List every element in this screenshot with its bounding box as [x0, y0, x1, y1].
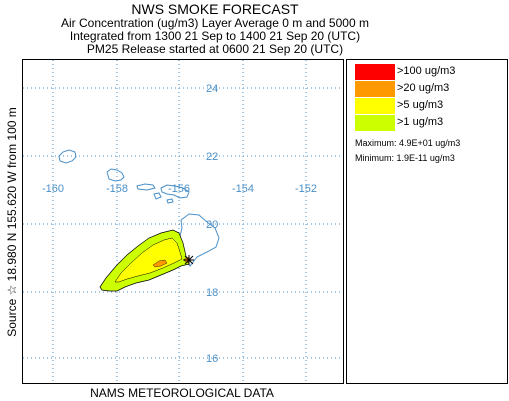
- lat-label-20: 20: [206, 219, 218, 231]
- max-concentration: Maximum: 4.9E+01 ug/m3: [355, 138, 461, 148]
- legend-label-5: >5 ug/m3: [397, 99, 444, 111]
- lon-label-156: -156: [168, 183, 190, 195]
- legend-label-1: >1 ug/m3: [397, 116, 444, 128]
- integration-subtitle: Integrated from 1300 21 Sep to 1400 21 S…: [69, 29, 361, 43]
- lon-label-152: -152: [295, 183, 317, 195]
- maui-coastline: [160, 184, 190, 199]
- lon-label-154: -154: [232, 183, 254, 195]
- source-star-icon[interactable]: [184, 255, 194, 265]
- lat-label-22: 22: [206, 151, 218, 163]
- plume-contour-5: [114, 237, 183, 283]
- molokai-coastline: [136, 183, 156, 191]
- map-panel[interactable]: 24 22 20 18 16 -160 -158 -156 -154 -152: [22, 59, 344, 384]
- kahoolawe-coastline: [166, 198, 174, 204]
- smoke-plume[interactable]: [99, 229, 192, 292]
- release-subtitle: PM25 Release started at 0600 21 Sep 20 (…: [86, 42, 344, 56]
- lon-label-160: -160: [42, 183, 64, 195]
- kauai-coastline: [58, 149, 77, 164]
- lat-label-18: 18: [206, 287, 218, 299]
- met-data-footer: NAMS METEOROLOGICAL DATA: [90, 386, 274, 400]
- lat-label-24: 24: [206, 83, 218, 95]
- graticule: [23, 60, 343, 383]
- concentration-subtitle: Air Concentration (ug/m3) Layer Average …: [61, 16, 369, 30]
- legend-label-20: >20 ug/m3: [397, 82, 450, 94]
- legend-label-100: >100 ug/m3: [397, 65, 456, 77]
- legend-swatch-20: [355, 81, 395, 97]
- source-label: Source ☆ 18.980 N 155.620 W from 100 m: [5, 107, 19, 337]
- forecast-title: NWS SMOKE FORECAST: [131, 1, 299, 17]
- plume-contour-20: [152, 259, 168, 268]
- legend-swatch-1: [355, 115, 395, 131]
- oahu-coastline: [106, 168, 125, 182]
- legend-panel: >100 ug/m3 >20 ug/m3 >5 ug/m3 >1 ug/m3 M…: [346, 59, 508, 384]
- lon-label-158: -158: [106, 183, 128, 195]
- map-canvas[interactable]: 24 22 20 18 16 -160 -158 -156 -154 -152: [23, 60, 343, 383]
- legend-swatch-5: [355, 98, 395, 114]
- lat-label-16: 16: [206, 353, 218, 365]
- legend-swatch-100: [355, 64, 395, 80]
- min-concentration: Minimum: 1.9E-11 ug/m3: [355, 153, 455, 163]
- lanai-coastline: [153, 192, 162, 200]
